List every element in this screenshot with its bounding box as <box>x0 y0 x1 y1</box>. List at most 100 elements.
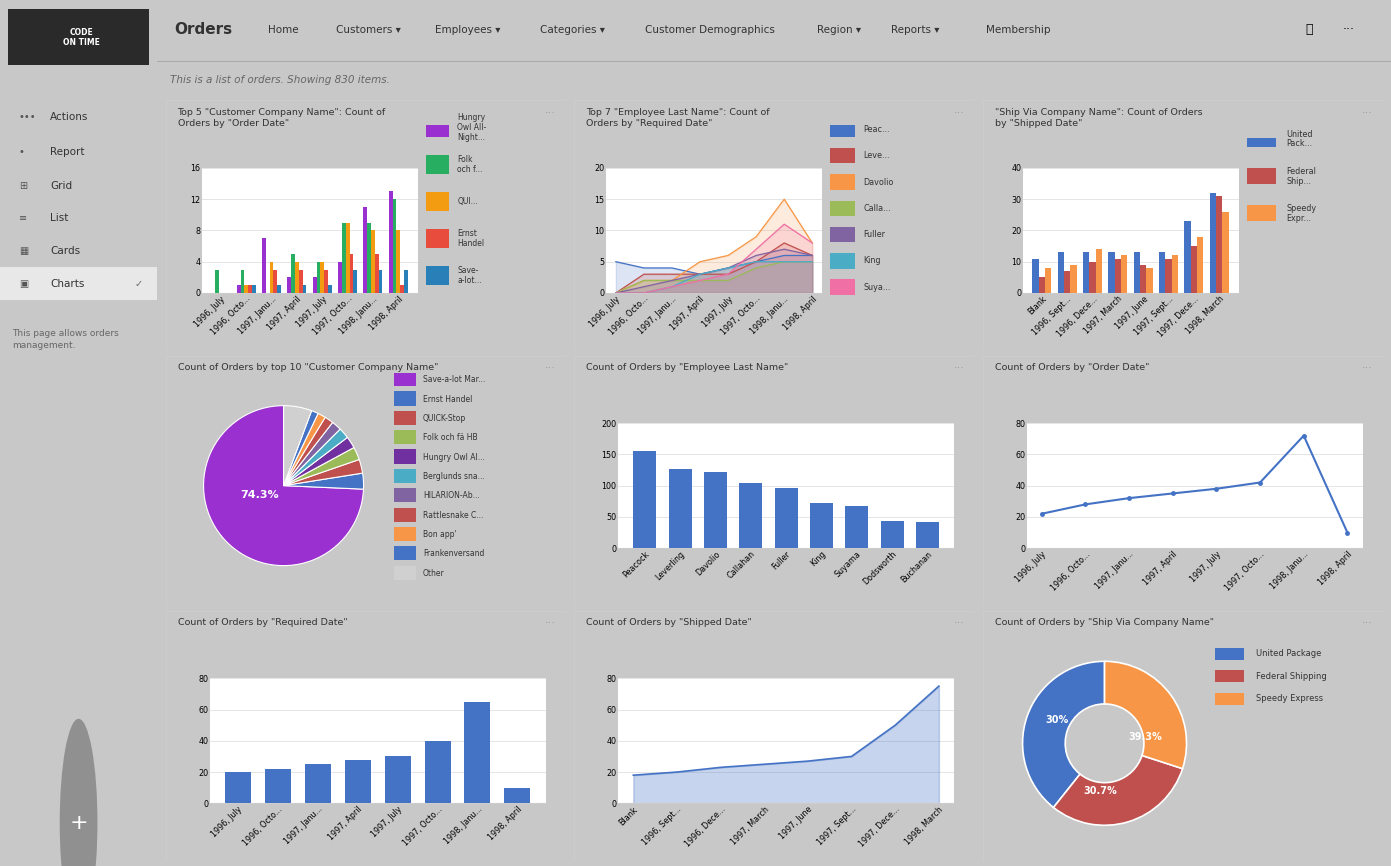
Wedge shape <box>284 417 332 486</box>
Text: HILARION-Ab...: HILARION-Ab... <box>423 491 480 501</box>
Bar <box>394 372 416 386</box>
Text: Hungry Owl Al...: Hungry Owl Al... <box>423 453 484 462</box>
Bar <box>669 469 691 548</box>
Text: Davolio: Davolio <box>864 178 894 186</box>
Bar <box>394 430 416 444</box>
Text: Membership: Membership <box>986 25 1050 35</box>
Text: Calla...: Calla... <box>864 204 892 213</box>
Bar <box>0 267 157 300</box>
Bar <box>346 223 349 293</box>
Bar <box>426 155 449 174</box>
Bar <box>317 262 320 293</box>
Bar <box>401 285 403 293</box>
Bar <box>1214 648 1244 660</box>
Bar <box>262 238 266 293</box>
Text: United Package: United Package <box>1256 649 1321 658</box>
Bar <box>1064 271 1070 293</box>
Bar <box>394 565 416 579</box>
Bar <box>1141 265 1146 293</box>
Text: Leve...: Leve... <box>864 152 890 160</box>
Bar <box>338 262 342 293</box>
Bar <box>1039 277 1045 293</box>
Bar <box>277 285 281 293</box>
Bar <box>1070 265 1077 293</box>
Bar <box>426 191 449 211</box>
Bar <box>830 253 855 268</box>
Bar <box>305 765 331 804</box>
Text: Fuller: Fuller <box>864 230 886 239</box>
Text: ···: ··· <box>1362 108 1373 118</box>
Wedge shape <box>284 473 363 489</box>
Text: Orders: Orders <box>174 23 232 37</box>
Wedge shape <box>284 413 325 486</box>
Text: •••: ••• <box>19 112 36 122</box>
Wedge shape <box>284 423 341 486</box>
Text: This page allows orders
management.: This page allows orders management. <box>13 329 120 350</box>
Bar <box>704 472 727 548</box>
Bar <box>1171 255 1178 293</box>
Text: ▣: ▣ <box>19 279 28 289</box>
Bar <box>426 118 449 137</box>
Text: 39.3%: 39.3% <box>1128 732 1163 742</box>
Text: 74.3%: 74.3% <box>241 490 278 501</box>
Wedge shape <box>284 405 312 486</box>
Bar <box>1096 249 1102 293</box>
Bar <box>299 269 303 293</box>
Bar <box>392 199 396 293</box>
Bar <box>216 269 218 293</box>
Text: ⊞: ⊞ <box>19 181 26 191</box>
Text: Employees ▾: Employees ▾ <box>435 25 501 35</box>
Text: Peac...: Peac... <box>864 125 890 134</box>
Text: 🔍: 🔍 <box>1306 23 1313 36</box>
Text: QUI...: QUI... <box>458 197 479 206</box>
Text: ▦: ▦ <box>19 246 28 256</box>
Text: Federal
Ship...: Federal Ship... <box>1287 167 1316 185</box>
Text: "Ship Via Company Name": Count of Orders
by "Shipped Date": "Ship Via Company Name": Count of Orders… <box>995 108 1202 128</box>
Bar <box>426 266 449 285</box>
Text: Charts: Charts <box>50 279 85 289</box>
Bar <box>1146 268 1153 293</box>
Circle shape <box>60 719 97 866</box>
Bar <box>1084 252 1089 293</box>
Text: ···: ··· <box>545 363 555 373</box>
Bar <box>313 277 317 293</box>
Text: Top 5 "Customer Company Name": Count of
Orders by "Order Date": Top 5 "Customer Company Name": Count of … <box>178 108 385 128</box>
Text: Berglunds sna...: Berglunds sna... <box>423 472 484 481</box>
Bar <box>1184 221 1191 293</box>
Bar <box>270 262 274 293</box>
Text: Other: Other <box>423 569 445 578</box>
Text: Federal Shipping: Federal Shipping <box>1256 671 1327 681</box>
Bar <box>349 254 353 293</box>
Text: Folk och fä HB: Folk och fä HB <box>423 433 477 443</box>
Bar <box>225 772 250 804</box>
Bar <box>1057 252 1064 293</box>
Bar <box>1246 132 1276 147</box>
Text: Ernst
Handel: Ernst Handel <box>458 229 484 248</box>
Bar <box>291 254 295 293</box>
Bar <box>424 740 451 804</box>
Bar <box>881 521 904 548</box>
Bar <box>345 759 370 804</box>
Bar <box>1216 196 1223 293</box>
Text: Frankenversand: Frankenversand <box>423 549 484 559</box>
Bar <box>371 230 374 293</box>
Text: Speedy
Expr...: Speedy Expr... <box>1287 204 1316 223</box>
Text: ✓: ✓ <box>135 279 142 289</box>
Bar <box>810 503 833 548</box>
Text: Customer Demographics: Customer Demographics <box>644 25 775 35</box>
Text: Count of Orders by "Required Date": Count of Orders by "Required Date" <box>178 618 348 627</box>
Bar <box>830 201 855 216</box>
Text: Bon app': Bon app' <box>423 530 456 539</box>
Text: Save-
a-lot...: Save- a-lot... <box>458 266 481 285</box>
Wedge shape <box>284 460 363 486</box>
Text: Ernst Handel: Ernst Handel <box>423 395 472 404</box>
Text: Grid: Grid <box>50 181 72 191</box>
Bar <box>830 227 855 242</box>
Bar <box>394 469 416 483</box>
Bar <box>389 191 392 293</box>
Wedge shape <box>1022 662 1104 807</box>
Bar <box>274 269 277 293</box>
Wedge shape <box>203 405 363 565</box>
Bar <box>426 229 449 249</box>
Bar <box>1223 211 1228 293</box>
